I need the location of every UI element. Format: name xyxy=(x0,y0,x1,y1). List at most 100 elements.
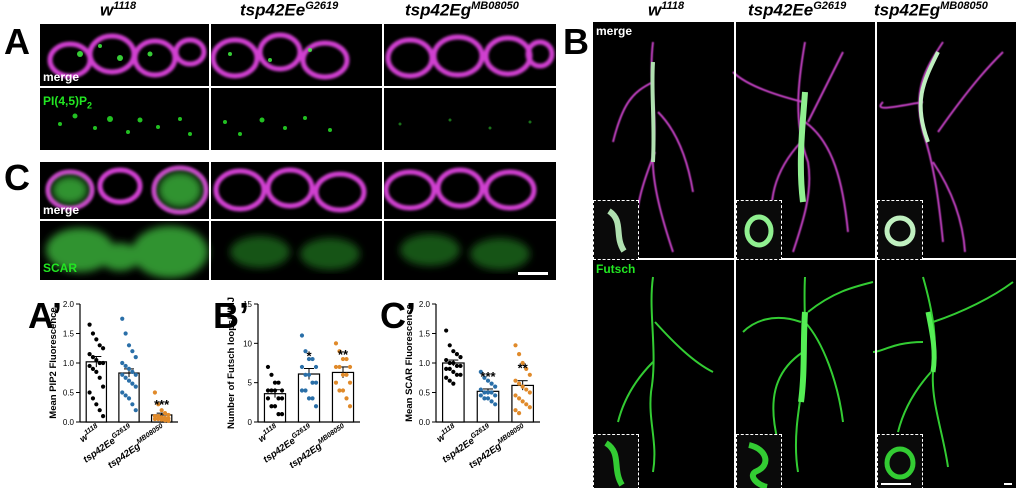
inset-merge-2 xyxy=(736,200,782,260)
data-point xyxy=(454,372,460,377)
genotype-header-tsp42eg-b: tsp42EgMB08050 xyxy=(874,0,988,20)
significance-label: * xyxy=(306,349,312,364)
data-point xyxy=(90,396,96,401)
data-point xyxy=(306,356,312,362)
data-point xyxy=(303,349,308,354)
data-point xyxy=(156,416,161,422)
data-point xyxy=(520,384,525,389)
data-point xyxy=(97,343,102,348)
pip2-label: PI(4,5)P2 xyxy=(43,94,93,111)
data-point xyxy=(485,396,491,401)
data-point xyxy=(279,412,285,417)
data-point xyxy=(279,388,285,393)
inset-futsch-3 xyxy=(877,434,923,488)
data-point xyxy=(333,380,339,385)
futsch-label: Futsch xyxy=(596,262,636,276)
data-point xyxy=(524,366,529,371)
data-point xyxy=(527,405,532,410)
data-point xyxy=(337,364,342,370)
scale-bar-b-inset xyxy=(881,483,911,485)
data-point xyxy=(126,343,132,348)
data-point xyxy=(527,372,532,377)
data-point xyxy=(458,372,463,377)
data-point xyxy=(123,375,128,380)
data-point xyxy=(454,352,460,357)
data-point xyxy=(513,378,518,383)
genotype-header-tsp42ee-b: tsp42EeG2619 xyxy=(748,0,847,20)
data-point xyxy=(156,414,161,419)
y-tick-label: 2.0 xyxy=(419,300,431,309)
data-point xyxy=(444,366,449,371)
data-point xyxy=(458,363,463,369)
data-point xyxy=(133,408,138,413)
y-tick-label: 5 xyxy=(248,379,253,388)
data-point xyxy=(444,328,449,333)
data-point xyxy=(451,360,456,366)
y-tick-label: 0.0 xyxy=(63,418,75,427)
genotype-header-tsp42ee: tsp42EeG2619 xyxy=(240,0,339,20)
data-point xyxy=(130,402,135,407)
category-label: w1118 xyxy=(434,423,459,445)
data-point xyxy=(299,388,305,393)
y-tick-label: 1.0 xyxy=(63,359,75,368)
data-point xyxy=(276,380,281,385)
data-point xyxy=(100,384,106,389)
inset-futsch-1 xyxy=(593,434,639,488)
panel-letter-c-prime: C’ xyxy=(380,295,416,336)
data-point xyxy=(485,378,491,383)
scale-bar-b xyxy=(1004,483,1012,485)
significance-label: ** xyxy=(518,361,529,376)
panel-letter-a: A xyxy=(4,21,30,62)
data-point xyxy=(524,402,529,407)
data-point xyxy=(126,366,132,371)
data-point xyxy=(478,387,483,392)
merge-label-a: merge xyxy=(43,70,80,84)
data-point xyxy=(524,387,529,392)
data-point xyxy=(444,375,449,380)
y-axis-label: Mean PIP2 Fluorescence xyxy=(48,307,59,418)
merge-label-c: merge xyxy=(43,203,80,217)
category-label: tsp42EgMB08050 xyxy=(105,423,167,472)
data-point xyxy=(97,360,102,366)
data-point xyxy=(265,364,271,370)
significance-label: *** xyxy=(154,397,170,412)
data-point xyxy=(340,372,346,377)
data-point xyxy=(340,356,346,362)
data-point xyxy=(333,341,339,346)
data-point xyxy=(447,343,452,348)
data-point xyxy=(126,396,132,401)
chart-pip2-svg: 0.0 0.5 1.0 1.5 2.0 Mean PIP2 Fluorescence w11… xyxy=(48,300,178,472)
merge-label-b: merge xyxy=(596,24,633,38)
data-point xyxy=(123,331,128,336)
significance-label: ** xyxy=(338,347,349,362)
data-point xyxy=(310,380,315,385)
y-tick-label: 2.0 xyxy=(63,300,75,309)
data-point xyxy=(451,369,456,374)
data-point xyxy=(94,369,99,374)
data-point xyxy=(94,402,99,407)
data-point xyxy=(269,372,274,377)
data-point xyxy=(166,412,171,418)
data-point xyxy=(94,357,99,363)
data-point xyxy=(265,396,271,401)
data-point xyxy=(87,322,92,327)
data-point xyxy=(152,414,158,419)
data-point xyxy=(126,378,132,383)
panel-a-micrographs: merge PI(4,5)P2 xyxy=(40,24,556,150)
panel-letter-b-prime: B’ xyxy=(213,295,249,336)
data-point xyxy=(306,396,312,401)
data-point xyxy=(520,360,525,366)
y-tick-label: 0 xyxy=(248,418,253,427)
data-point xyxy=(451,349,456,354)
data-point xyxy=(130,369,135,374)
data-point xyxy=(120,390,125,395)
data-point xyxy=(478,369,483,374)
data-point xyxy=(87,363,92,369)
data-point xyxy=(337,349,342,354)
data-point xyxy=(313,380,319,385)
data-point xyxy=(485,390,491,395)
data-point xyxy=(299,333,305,338)
data-point xyxy=(90,355,96,360)
y-axis-label: Mean SCAR Fluorescence xyxy=(404,304,415,422)
